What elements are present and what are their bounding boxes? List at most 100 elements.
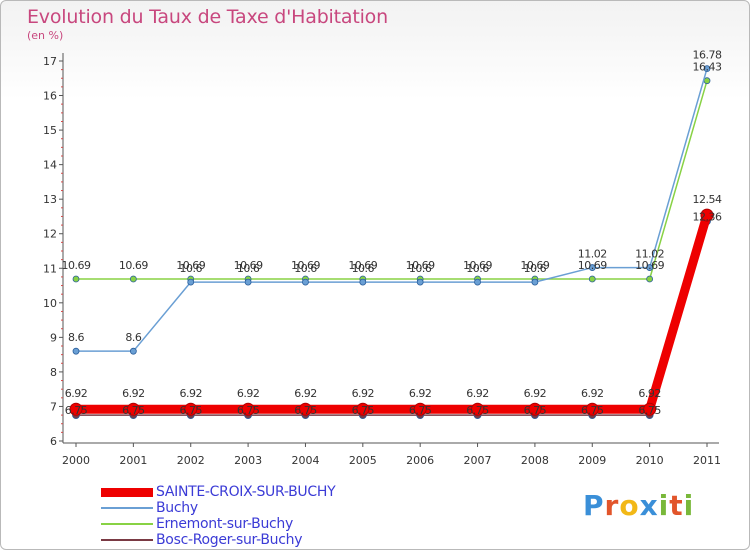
data-label: 12.54 xyxy=(693,193,722,206)
data-point xyxy=(184,402,198,416)
data-point xyxy=(588,264,596,271)
series-line xyxy=(76,213,712,414)
data-label: 10.69 xyxy=(291,259,320,272)
data-point xyxy=(588,275,596,283)
data-label: 8.6 xyxy=(68,331,84,344)
y-tick-label: 9 xyxy=(50,331,57,344)
data-label: 6.75 xyxy=(638,404,661,417)
y-tick-label: 17 xyxy=(43,55,57,68)
data-point xyxy=(700,208,714,222)
data-point xyxy=(72,347,80,355)
data-label: 16.43 xyxy=(693,61,722,74)
data-label: 6.75 xyxy=(237,404,260,417)
data-point xyxy=(643,402,657,416)
data-label: 6.75 xyxy=(524,404,547,417)
logo-letter: t xyxy=(669,489,684,522)
proxiti-logo: Proxiti xyxy=(583,489,694,522)
legend-label: Bosc-Roger-sur-Buchy xyxy=(156,532,303,548)
legend-label: SAINTE-CROIX-SUR-BUCHY xyxy=(156,484,336,500)
data-point xyxy=(241,402,255,416)
y-tick-label: 8 xyxy=(50,366,57,379)
data-label: 6.92 xyxy=(65,387,88,400)
data-point xyxy=(129,275,137,283)
x-tick-label: 2003 xyxy=(234,454,262,467)
logo-letter: i xyxy=(658,489,670,522)
data-label: 10.6 xyxy=(352,262,375,275)
data-label: 10.69 xyxy=(635,259,664,272)
series-line xyxy=(76,221,708,416)
x-tick-label: 2002 xyxy=(177,454,205,467)
data-label: 6.92 xyxy=(179,387,202,400)
data-label: 10.6 xyxy=(237,262,260,275)
data-label: 6.75 xyxy=(466,404,489,417)
data-label: 6.92 xyxy=(581,387,604,400)
data-point xyxy=(302,278,309,286)
x-tick-label: 2007 xyxy=(464,454,492,467)
logo-letter: r xyxy=(604,489,620,522)
data-label: 6.75 xyxy=(352,404,375,417)
data-label: 10.69 xyxy=(348,259,377,272)
y-tick-label: 6 xyxy=(50,435,57,448)
data-label: 10.6 xyxy=(294,262,317,275)
data-label: 10.6 xyxy=(524,262,547,275)
data-point xyxy=(528,402,542,416)
y-tick-label: 13 xyxy=(43,193,57,206)
series-line xyxy=(76,80,708,280)
data-label: 6.75 xyxy=(179,404,202,417)
data-point xyxy=(416,278,424,286)
data-label: 6.92 xyxy=(122,387,145,400)
data-point xyxy=(69,402,83,416)
data-label: 6.92 xyxy=(524,387,547,400)
data-label: 10.69 xyxy=(463,259,492,272)
legend-swatch xyxy=(101,507,153,509)
legend-label: Ernemont-sur-Buchy xyxy=(156,516,293,532)
legend-swatch xyxy=(101,523,153,525)
y-tick-label: 16 xyxy=(43,90,57,103)
data-label: 6.92 xyxy=(409,387,432,400)
data-point xyxy=(471,402,485,416)
logo-letter: x xyxy=(639,489,659,522)
x-tick-label: 2006 xyxy=(406,454,434,467)
data-point xyxy=(474,278,481,286)
data-label: 10.69 xyxy=(234,259,263,272)
data-point xyxy=(129,347,137,355)
data-label: 10.6 xyxy=(409,262,432,275)
y-tick-label: 14 xyxy=(43,159,57,172)
data-point xyxy=(585,402,599,416)
data-label: 16.78 xyxy=(693,49,722,62)
data-point xyxy=(359,278,367,286)
y-tick-label: 15 xyxy=(43,124,57,137)
legend-swatch xyxy=(101,539,153,541)
y-tick-label: 12 xyxy=(43,228,57,241)
y-tick-label: 11 xyxy=(43,262,57,275)
data-label: 10.69 xyxy=(176,259,205,272)
data-label: 12.36 xyxy=(693,210,722,223)
data-label: 6.92 xyxy=(237,387,260,400)
data-label: 11.02 xyxy=(635,248,664,261)
data-label: 10.6 xyxy=(179,262,202,275)
logo-letter: o xyxy=(619,489,640,522)
chart-title: Evolution du Taux de Taxe d'Habitation xyxy=(27,6,388,28)
data-point xyxy=(126,402,140,416)
data-label: 6.92 xyxy=(466,387,489,400)
data-point xyxy=(187,278,195,286)
data-label: 6.75 xyxy=(122,404,145,417)
data-point xyxy=(244,278,252,286)
data-label: 10.69 xyxy=(406,259,435,272)
x-tick-label: 2010 xyxy=(636,454,664,467)
y-tick-label: 10 xyxy=(43,297,57,310)
data-point xyxy=(646,275,654,283)
x-tick-label: 2009 xyxy=(578,454,606,467)
data-point xyxy=(703,65,711,72)
y-tick-label: 7 xyxy=(50,400,57,413)
data-label: 11.02 xyxy=(578,248,607,261)
data-label: 10.69 xyxy=(119,259,148,272)
data-label: 10.69 xyxy=(62,259,91,272)
data-point xyxy=(72,275,80,283)
series-line xyxy=(76,68,708,352)
data-label: 10.69 xyxy=(578,259,607,272)
x-tick-label: 2000 xyxy=(62,454,90,467)
data-point xyxy=(531,278,539,286)
